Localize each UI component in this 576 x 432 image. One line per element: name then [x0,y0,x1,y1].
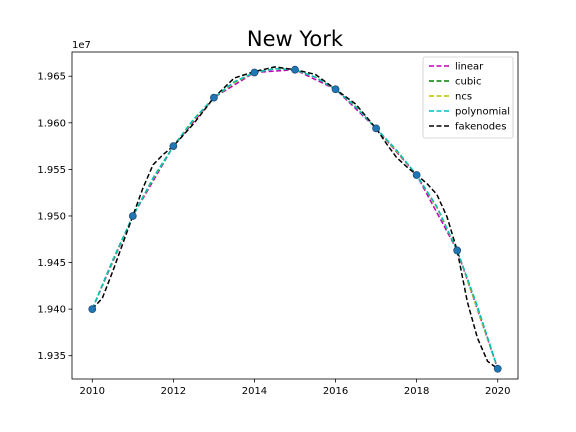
x-tick-label: 2014 [242,386,267,397]
axes-frame [71,51,519,380]
legend-label-polynomial: polynomial [455,107,510,118]
y-tick-label: 1.945 [37,258,66,269]
x-tick-label: 2012 [161,386,186,397]
data-point [412,171,421,179]
legend-label-fakenodes: fakenodes [455,122,506,133]
y-axis-offset-label: 1e7 [72,40,91,51]
series-line-fakenodes [91,66,499,370]
plot-area [88,65,502,373]
data-point [128,212,137,220]
data-point [291,65,299,74]
data-point [250,68,259,77]
y-tick-label: 1.960 [37,118,66,129]
legend-label-cubic: cubic [455,77,481,88]
data-point [493,364,502,373]
data-point [88,305,97,314]
x-tick-label: 2018 [404,386,429,397]
legend-label-linear: linear [455,62,484,73]
legend: linear cubic ncs polynomial fakenodes [422,56,514,139]
y-tick-label: 1.955 [37,165,66,176]
axes: 2010 2012 2014 2016 2018 2020 1.935 1.940 1.945 1… [37,51,519,397]
data-point [169,142,178,150]
legend-label-ncs: ncs [455,92,472,103]
data-point [331,85,340,94]
chart-title: New York [247,27,344,51]
y-tick-label: 1.940 [37,305,66,316]
x-tick-label: 2016 [323,386,348,397]
legend-box [422,56,514,139]
data-point [372,124,380,133]
x-tick-label: 2020 [485,386,510,397]
y-tick-label: 1.950 [37,211,66,222]
data-point [453,246,462,255]
y-tick-label: 1.965 [37,72,66,83]
data-point [210,93,218,102]
y-tick-label: 1.935 [37,351,66,362]
x-tick-label: 2010 [80,386,105,397]
